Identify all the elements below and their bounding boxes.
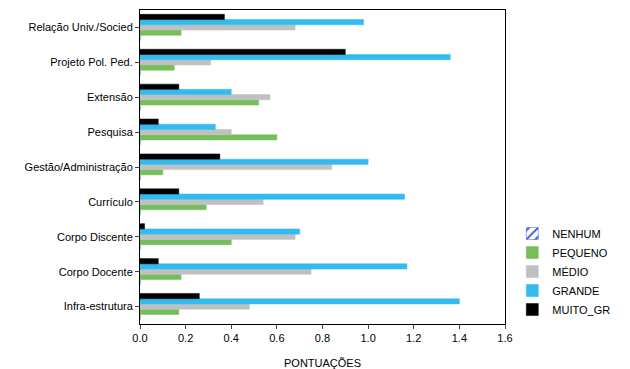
svg-text:1.0: 1.0 <box>360 332 375 344</box>
svg-text:0.2: 0.2 <box>178 332 193 344</box>
svg-text:Extensão: Extensão <box>87 91 133 103</box>
svg-text:Currículo: Currículo <box>88 196 133 208</box>
svg-text:0.0: 0.0 <box>132 332 147 344</box>
svg-text:PEQUENO: PEQUENO <box>552 247 607 259</box>
svg-text:Pesquisa: Pesquisa <box>88 126 134 138</box>
svg-text:MÉDIO: MÉDIO <box>552 266 589 278</box>
svg-text:NENHUM: NENHUM <box>552 228 600 240</box>
svg-text:1.6: 1.6 <box>497 332 512 344</box>
svg-text:Corpo Docente: Corpo Docente <box>59 266 133 278</box>
svg-text:0.6: 0.6 <box>269 332 284 344</box>
svg-text:Infra-estrutura: Infra-estrutura <box>64 300 134 312</box>
svg-text:Relação Univ./Socied: Relação Univ./Socied <box>28 21 132 33</box>
svg-text:PONTUAÇÕES: PONTUAÇÕES <box>284 357 361 369</box>
svg-text:MUITO_GR: MUITO_GR <box>552 304 610 316</box>
svg-text:0.4: 0.4 <box>224 332 239 344</box>
svg-text:1.4: 1.4 <box>452 332 467 344</box>
svg-text:Corpo Discente: Corpo Discente <box>57 231 133 243</box>
svg-text:1.2: 1.2 <box>406 332 421 344</box>
svg-text:0.8: 0.8 <box>315 332 330 344</box>
svg-text:Projeto Pol. Ped.: Projeto Pol. Ped. <box>50 56 133 68</box>
svg-text:GRANDE: GRANDE <box>552 285 599 297</box>
svg-text:Gestão/Administração: Gestão/Administração <box>25 161 133 173</box>
